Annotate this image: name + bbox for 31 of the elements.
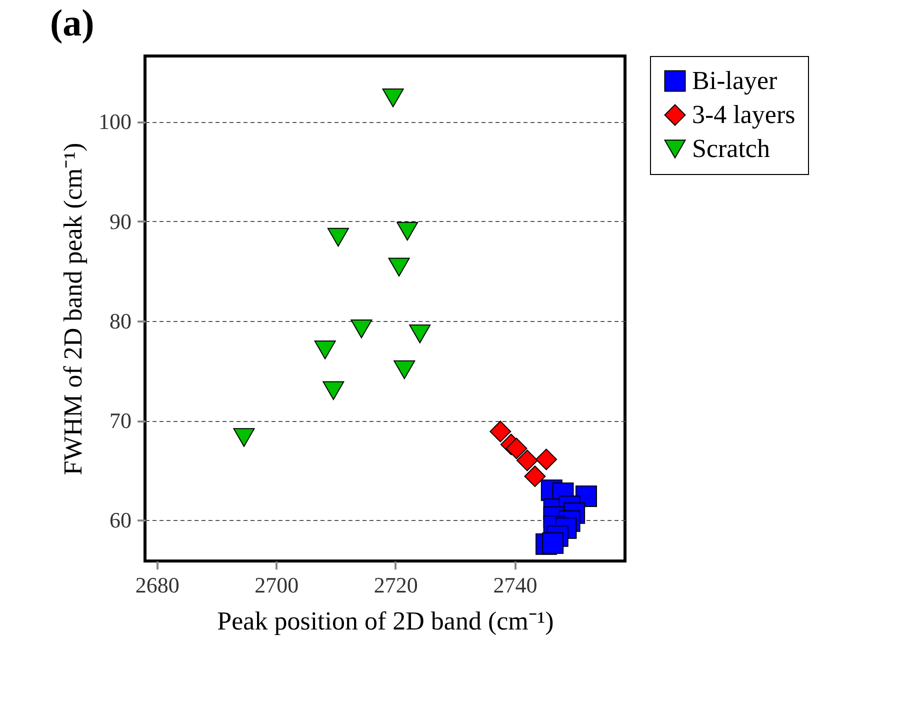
- point: [490, 420, 512, 442]
- point: [314, 340, 336, 360]
- legend-label: Scratch: [692, 134, 770, 163]
- point: [536, 448, 558, 470]
- x-tick-label: 2740: [493, 572, 538, 598]
- x-tick-label: 2680: [135, 572, 180, 598]
- point: [382, 88, 404, 108]
- y-tick-label: 60: [110, 508, 132, 533]
- point: [524, 466, 546, 488]
- chart-title: (a): [50, 2, 94, 44]
- x-tick-label: 2720: [374, 572, 418, 598]
- point: [350, 320, 372, 338]
- x-tick-label: 2700: [254, 572, 299, 598]
- y-axis-title: FWHM of 2D band peak (cm⁻¹): [58, 142, 88, 476]
- point: [396, 222, 418, 241]
- x-axis-title: Peak position of 2D band (cm⁻¹): [217, 606, 554, 636]
- point: [388, 258, 410, 277]
- y-tick-label: 90: [110, 208, 132, 234]
- point: [542, 532, 564, 554]
- legend-label: Bi-layer: [692, 66, 778, 95]
- y-tick-label: 80: [110, 308, 132, 334]
- point: [233, 428, 255, 447]
- point: [516, 450, 538, 472]
- point: [409, 324, 431, 344]
- y-tick-label: 70: [110, 408, 132, 434]
- legend-label: 3-4 layers: [692, 100, 796, 129]
- point: [394, 360, 416, 380]
- point: [506, 438, 528, 460]
- y-tick-label: 100: [98, 109, 132, 134]
- point: [322, 381, 344, 400]
- point: [327, 228, 349, 247]
